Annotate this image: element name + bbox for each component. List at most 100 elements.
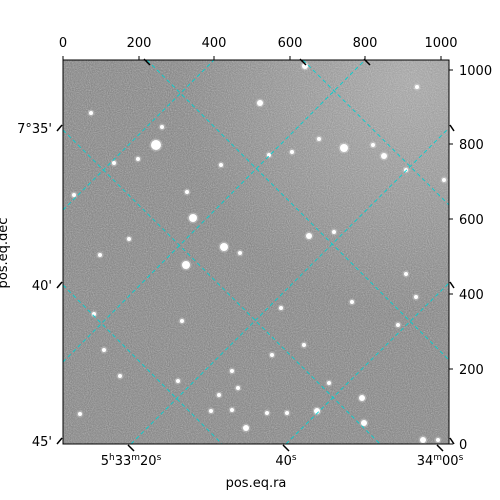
- star: [230, 369, 234, 373]
- dec-tick: [56, 437, 63, 445]
- dec-tick-label: 40': [32, 279, 52, 294]
- star: [180, 319, 184, 323]
- star: [436, 438, 440, 442]
- dec-tick: [56, 124, 63, 132]
- grid-line: [63, 284, 223, 444]
- star: [160, 125, 164, 129]
- ra-tick: [436, 444, 444, 452]
- ra-tick: [282, 444, 290, 452]
- ra-tick: [127, 444, 135, 452]
- star: [89, 111, 93, 115]
- ra-tick-label: 34m00s: [417, 453, 464, 469]
- y-pixel-tick-label: 1000: [459, 64, 492, 79]
- star: [267, 153, 271, 157]
- star: [404, 168, 408, 172]
- star-field: [70, 61, 448, 444]
- ra-axis-label: pos.eq.ra: [226, 476, 287, 491]
- star: [442, 178, 446, 182]
- dec-tick-label: 7°35': [17, 122, 52, 137]
- x-pixel-tick-label: 600: [278, 36, 303, 51]
- star: [396, 323, 400, 327]
- y-pixel-tick-label: 600: [459, 213, 484, 228]
- plot-frame: [62, 59, 450, 445]
- grid-line: [63, 60, 215, 211]
- bottom-ra-axis: 5h33m20s 40s 34m00s: [101, 58, 464, 469]
- star: [404, 272, 408, 276]
- grid-line: [146, 60, 449, 361]
- x-pixel-tick-label: 400: [202, 36, 227, 51]
- star: [230, 408, 234, 412]
- grid-line: [302, 60, 449, 206]
- star: [420, 437, 426, 443]
- star: [350, 300, 354, 304]
- ra-tick-top: [363, 58, 371, 66]
- grid-line: [63, 129, 381, 444]
- star: [219, 163, 223, 167]
- dec-tick-right: [449, 124, 455, 132]
- star: [176, 379, 180, 383]
- x-pixel-tick-label: 200: [127, 36, 152, 51]
- sky-image: [63, 60, 449, 444]
- dec-tick-right: [449, 437, 455, 445]
- top-pixel-axis: 0 200 400 600 800 1000: [59, 36, 458, 60]
- star: [78, 412, 82, 416]
- star: [270, 353, 274, 357]
- star: [182, 261, 190, 269]
- star: [285, 411, 289, 415]
- star: [265, 411, 269, 415]
- star: [238, 251, 242, 255]
- y-pixel-tick-label: 800: [459, 138, 484, 153]
- star: [189, 214, 197, 222]
- star: [361, 420, 367, 426]
- star: [243, 425, 249, 431]
- star: [359, 395, 365, 401]
- dec-tick: [56, 281, 63, 289]
- dec-axis-label: pos.eq.dec: [0, 218, 11, 289]
- star: [220, 243, 228, 251]
- coordinate-grid: [63, 60, 449, 444]
- star: [136, 157, 140, 161]
- star: [217, 393, 221, 397]
- star: [290, 150, 294, 154]
- y-pixel-tick-label: 200: [459, 363, 484, 378]
- grid-line: [285, 282, 449, 444]
- star: [302, 343, 306, 347]
- star: [371, 143, 375, 147]
- ra-tick-top: [299, 58, 307, 66]
- star: [236, 386, 240, 390]
- y-pixel-tick-label: 0: [459, 438, 467, 453]
- ra-tick-top: [143, 58, 151, 66]
- star: [306, 233, 312, 239]
- star: [381, 153, 387, 159]
- dec-tick-right: [449, 281, 455, 289]
- star: [317, 137, 321, 141]
- y-pixel-tick-label: 400: [459, 288, 484, 303]
- star: [327, 381, 331, 385]
- star: [415, 85, 419, 89]
- dec-tick-label: 45': [32, 435, 52, 450]
- star: [118, 374, 122, 378]
- star: [209, 409, 213, 413]
- star: [127, 237, 131, 241]
- star: [151, 140, 161, 150]
- ra-tick-label: 40s: [275, 453, 297, 469]
- left-dec-axis: 7°35' 40' 45': [17, 122, 455, 450]
- star: [98, 253, 102, 257]
- star: [340, 144, 348, 152]
- x-pixel-tick-label: 800: [353, 36, 378, 51]
- star: [112, 161, 116, 165]
- star: [332, 230, 336, 234]
- x-pixel-tick-label: 1000: [424, 36, 457, 51]
- star: [185, 190, 189, 194]
- star: [279, 306, 283, 310]
- star: [257, 100, 263, 106]
- grid-line: [63, 60, 366, 363]
- star: [102, 348, 106, 352]
- grid-line: [130, 127, 449, 444]
- star: [72, 193, 76, 197]
- x-pixel-tick-label: 0: [59, 36, 67, 51]
- right-pixel-axis: 0 200 400 600 800 1000: [449, 64, 492, 453]
- star: [414, 295, 418, 299]
- ra-tick-label: 5h33m20s: [101, 453, 162, 469]
